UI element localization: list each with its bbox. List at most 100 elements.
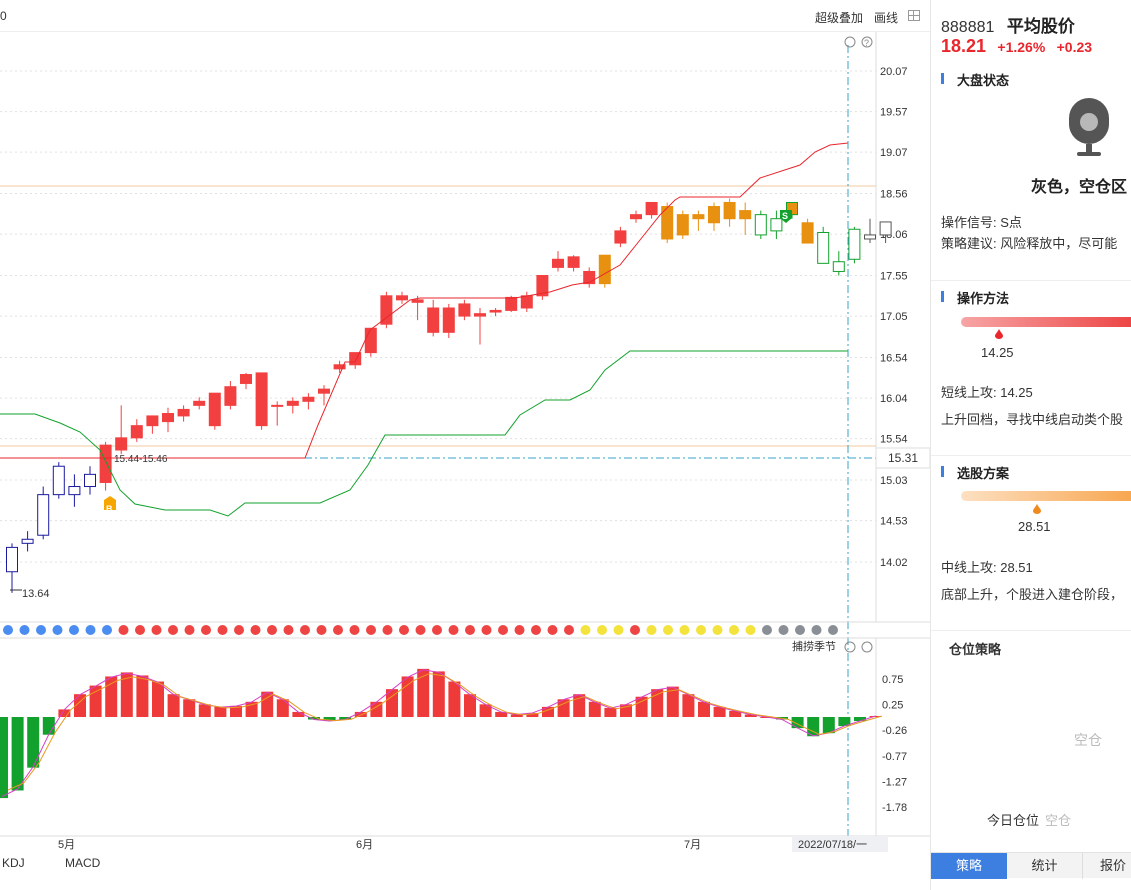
sub-settings-icon xyxy=(844,641,856,653)
tab-strategy[interactable]: 策略 xyxy=(931,853,1007,879)
signal-dot xyxy=(250,625,261,635)
lower-band-line xyxy=(0,350,848,517)
signal-dot xyxy=(366,625,376,635)
candle-body xyxy=(411,299,424,303)
candle-body xyxy=(130,425,143,439)
candle-body xyxy=(474,313,486,317)
macd-tick-label: 0.25 xyxy=(882,699,903,711)
tab-macd[interactable]: MACD xyxy=(65,856,101,870)
signal-dot xyxy=(267,625,277,635)
macd-bar xyxy=(464,694,476,717)
signal-dot xyxy=(465,625,475,635)
signal-dot xyxy=(679,625,690,635)
signal-dot xyxy=(531,625,541,635)
candle-body xyxy=(770,218,783,232)
macd-bar xyxy=(495,711,508,717)
market-state-heading: 大盘状态 xyxy=(941,70,1009,89)
selection-heading: 选股方案 xyxy=(941,463,1009,482)
signal-dot xyxy=(448,625,459,635)
signal-dot xyxy=(646,625,657,635)
quote-row: 18.21 +1.26% +0.23 xyxy=(941,36,1092,57)
candle-body xyxy=(458,303,471,317)
price-tick-label: 16.54 xyxy=(880,352,908,364)
macd-bar xyxy=(635,696,648,717)
macd-bar xyxy=(183,699,196,717)
buy-marker-label: B xyxy=(106,504,113,514)
price-tick-label: 14.02 xyxy=(880,557,908,569)
super-overlay-button[interactable]: 超级叠加 xyxy=(815,11,864,25)
candle-body xyxy=(115,437,128,451)
macd-bar xyxy=(292,711,305,717)
candle-body xyxy=(162,412,174,423)
macd-bar xyxy=(510,714,523,717)
candle-body xyxy=(427,307,440,333)
tab-kdj[interactable]: KDJ xyxy=(2,856,25,870)
signal-dot xyxy=(778,625,789,635)
macd-bar xyxy=(27,717,40,768)
today-position-label: 今日仓位 xyxy=(987,813,1040,828)
signal-dot xyxy=(184,625,195,635)
macd-bar xyxy=(339,717,352,720)
macd-bar xyxy=(666,686,679,717)
candle-body xyxy=(349,352,362,366)
candle-body xyxy=(302,396,315,402)
candle-body xyxy=(146,415,159,427)
dif-line xyxy=(1,669,876,797)
tab-quote[interactable]: 报价 xyxy=(1099,858,1126,873)
signal-dot xyxy=(712,625,723,635)
method-bar-value: 14.25 xyxy=(981,345,1014,360)
dea-line xyxy=(7,673,882,791)
macd-bar xyxy=(573,694,586,717)
signal-dot xyxy=(69,625,79,635)
month-label: 5月 xyxy=(58,839,75,851)
signal-dot xyxy=(415,625,426,635)
macd-bar xyxy=(682,694,695,717)
candle-body xyxy=(692,214,705,220)
price-tick-label: 19.07 xyxy=(880,147,908,159)
tab-statistics[interactable]: 统计 xyxy=(1007,853,1083,879)
macd-bar xyxy=(230,705,242,717)
layout-grid-icon[interactable] xyxy=(908,10,920,21)
divider xyxy=(931,280,1131,281)
divider xyxy=(931,455,1131,456)
upper-band-line xyxy=(0,142,849,459)
chart-area[interactable]: 0 超级叠加 画线 20.07 19.57 19.07 18.56 18.06 17.55… xyxy=(0,0,930,890)
macd-bar xyxy=(588,701,601,717)
candle-body xyxy=(661,206,674,240)
price-tick-label: 19.57 xyxy=(880,107,908,119)
macd-bar xyxy=(401,676,414,717)
method-bar xyxy=(961,317,1131,327)
kline-chart[interactable]: 20.0719.5719.0718.5618.0617.5517.0516.54… xyxy=(0,0,930,852)
macd-tick-label: 0.75 xyxy=(882,674,903,686)
macd-bar xyxy=(214,706,227,717)
macd-bar xyxy=(448,681,461,717)
candle-body xyxy=(676,214,689,236)
signal-dot xyxy=(729,625,739,635)
macd-bar xyxy=(479,704,492,717)
macd-bar xyxy=(136,675,149,717)
method-line-1: 短线上攻: 14.25 xyxy=(941,385,1033,400)
signal-dot xyxy=(168,625,178,635)
candle-body xyxy=(520,295,533,309)
method-line-2: 上升回档，寻找中线启动类个股 xyxy=(941,412,1124,427)
signal-dot xyxy=(118,625,129,635)
candle-body xyxy=(832,261,845,272)
date-tag-box xyxy=(792,836,888,852)
signal-dot xyxy=(3,625,13,635)
signal-dot xyxy=(382,625,393,635)
macd-bar xyxy=(105,676,118,717)
signal-dot xyxy=(300,625,310,635)
price-tick-label: 20.07 xyxy=(880,66,908,78)
traffic-lamp-icon xyxy=(1069,98,1109,156)
candle-body xyxy=(52,465,65,496)
draw-line-button[interactable]: 画线 xyxy=(874,11,899,25)
stock-name: 平均股价 xyxy=(1006,17,1075,36)
selection-bar-value: 28.51 xyxy=(1018,519,1051,534)
signal-dot xyxy=(234,625,244,635)
panel-tabs: 策略 统计 报价 xyxy=(931,852,1131,879)
macd-bar xyxy=(557,699,570,717)
range-annotation: 15.44-15.46 xyxy=(114,454,168,465)
macd-bar xyxy=(58,709,71,717)
candle-body xyxy=(286,400,299,406)
macd-tick-label: -0.26 xyxy=(882,725,907,737)
